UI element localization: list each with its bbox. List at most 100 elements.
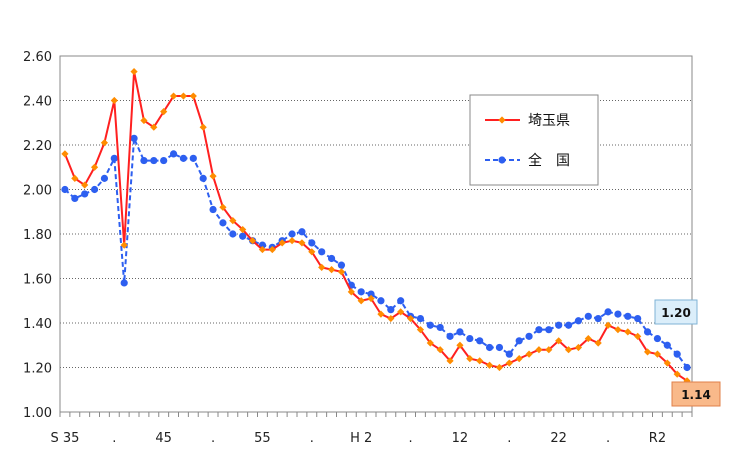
x-tick-label: . [606, 431, 610, 446]
x-axis-ticks: S 35. 45. 55. H 2. 12. 22. R2 [50, 412, 693, 446]
data-point [288, 237, 296, 245]
data-point [71, 174, 79, 182]
data-point [416, 314, 425, 323]
y-tick-label: 2.00 [23, 184, 52, 199]
data-point [150, 156, 158, 165]
legend-marker-national [498, 156, 506, 164]
data-point [278, 239, 286, 247]
y-tick-label: 1.40 [23, 317, 52, 332]
data-point [90, 185, 99, 194]
data-point [643, 348, 652, 356]
data-point [81, 181, 89, 189]
x-tick-label: . [112, 431, 116, 446]
data-point [436, 323, 444, 332]
data-point [110, 96, 118, 105]
data-point [466, 355, 474, 363]
data-point [564, 321, 573, 329]
legend-label-national: 全 国 [528, 152, 570, 169]
data-point [150, 123, 158, 131]
data-point [90, 163, 99, 171]
y-tick-label: 2.60 [23, 50, 52, 65]
data-point [318, 248, 326, 256]
data-point [120, 241, 128, 249]
data-point [160, 108, 168, 116]
data-point [594, 314, 602, 323]
data-point [653, 350, 662, 358]
data-point [614, 326, 622, 334]
data-point [614, 310, 622, 318]
legend: 埼玉県 全 国 [469, 94, 599, 186]
data-point [525, 350, 533, 358]
data-point [229, 217, 237, 225]
data-point [357, 297, 365, 305]
data-point [535, 326, 543, 334]
data-point [634, 314, 642, 323]
data-point [199, 123, 207, 131]
x-tick-label: 12 [452, 431, 469, 446]
data-point [248, 237, 257, 245]
y-tick-label: 1.00 [23, 406, 52, 421]
legend-marker-saitama [498, 116, 506, 124]
x-tick-label: . [507, 431, 511, 446]
data-point [258, 245, 267, 254]
series-line [64, 137, 688, 369]
data-point [495, 343, 504, 352]
series [61, 67, 691, 385]
data-point [456, 341, 464, 349]
data-point [347, 288, 355, 296]
data-point [584, 312, 592, 320]
data-point [643, 328, 652, 336]
data-point [160, 156, 168, 165]
data-point [209, 205, 217, 214]
data-point [318, 263, 326, 271]
x-tick-label: 45 [155, 431, 172, 446]
data-point [683, 377, 691, 385]
data-point [545, 326, 553, 334]
end-value-saitama: 1.14 [681, 388, 711, 402]
legend-label-saitama: 埼玉県 [528, 113, 570, 129]
data-point [446, 332, 454, 340]
data-point [485, 343, 494, 352]
data-point [209, 172, 217, 180]
data-point [120, 279, 128, 287]
data-point [298, 239, 306, 247]
data-point [634, 332, 642, 340]
x-tick-label: R2 [649, 431, 666, 446]
x-tick-label: 55 [254, 431, 271, 446]
data-point [673, 370, 681, 378]
data-point [624, 312, 632, 320]
data-point [594, 339, 602, 347]
x-tick-label: 22 [550, 431, 567, 446]
data-point [663, 341, 671, 349]
series-saitama [61, 67, 691, 385]
data-point [377, 297, 385, 305]
data-point [61, 150, 69, 158]
data-point [169, 150, 178, 158]
data-point [110, 154, 118, 162]
data-point [574, 343, 583, 352]
x-tick-label: S 35 [50, 431, 79, 446]
end-label-national: 1.20 [654, 299, 698, 325]
data-point [663, 359, 671, 367]
data-point [61, 185, 69, 194]
data-point [179, 92, 188, 100]
legend-box [469, 94, 599, 186]
data-point [406, 314, 415, 323]
data-point [229, 230, 237, 238]
data-point [140, 156, 148, 165]
y-tick-label: 1.60 [23, 273, 52, 288]
data-point [535, 346, 543, 354]
x-tick-label: . [408, 431, 412, 446]
data-point [476, 357, 484, 365]
data-point [495, 363, 504, 372]
data-point [71, 194, 79, 202]
data-point [446, 357, 454, 365]
data-point [525, 332, 533, 340]
data-point [604, 308, 612, 316]
data-point [515, 337, 523, 345]
data-point [288, 230, 296, 238]
data-point [387, 314, 395, 323]
series-line [64, 70, 688, 382]
data-point [189, 92, 197, 100]
